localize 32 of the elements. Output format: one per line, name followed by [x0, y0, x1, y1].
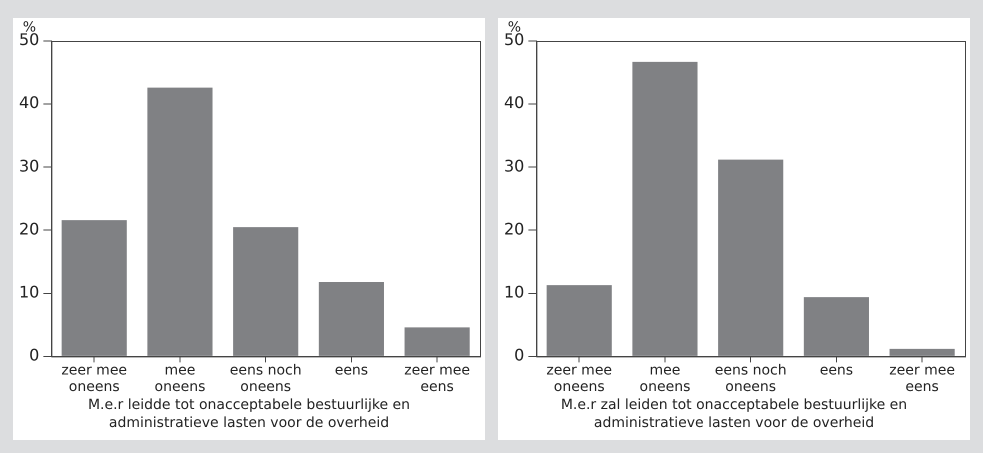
- y-tick-label: 40: [504, 93, 524, 112]
- y-tick-label: 0: [29, 346, 40, 365]
- y-tick-label: 20: [504, 219, 524, 238]
- bar: [804, 297, 869, 356]
- y-tick-label: 30: [19, 156, 40, 176]
- y-tick-label: 20: [19, 219, 40, 238]
- y-tick-label: 0: [514, 346, 524, 365]
- x-axis-title: M.e.r leidde tot onacceptabele bestuurlijke en administratieve lasten voor de overheid: [86, 396, 412, 432]
- bar: [404, 327, 470, 356]
- x-tick-label: zeer mee oneens: [546, 362, 612, 396]
- bar: [718, 160, 784, 356]
- x-tick-label: eens noch oneens: [230, 362, 302, 396]
- bar: [147, 88, 213, 356]
- x-axis-title: M.e.r zal leiden tot onacceptabele bestuurlijke en administratieve lasten voor de overheid: [560, 396, 908, 432]
- bar: [233, 227, 298, 356]
- y-tick-label: 10: [504, 282, 524, 302]
- y-tick-label: 10: [19, 282, 40, 302]
- bar: [318, 282, 384, 356]
- bar: [890, 348, 955, 356]
- x-tick-label: eens noch oneens: [714, 362, 787, 396]
- bar: [632, 62, 698, 356]
- bar: [546, 285, 612, 356]
- x-tick-label: mee oneens: [640, 362, 690, 396]
- y-tick-label: 30: [504, 156, 524, 176]
- x-tick-label: zeer mee eens: [889, 362, 955, 396]
- x-tick-label: zeer mee eens: [404, 362, 470, 396]
- x-tick-label: eens: [334, 362, 368, 378]
- bar: [62, 220, 127, 356]
- x-tick-label: zeer mee oneens: [61, 362, 128, 396]
- x-tick-label: mee oneens: [154, 362, 206, 396]
- x-tick-label: eens: [820, 362, 854, 378]
- y-tick-label: 40: [19, 93, 40, 112]
